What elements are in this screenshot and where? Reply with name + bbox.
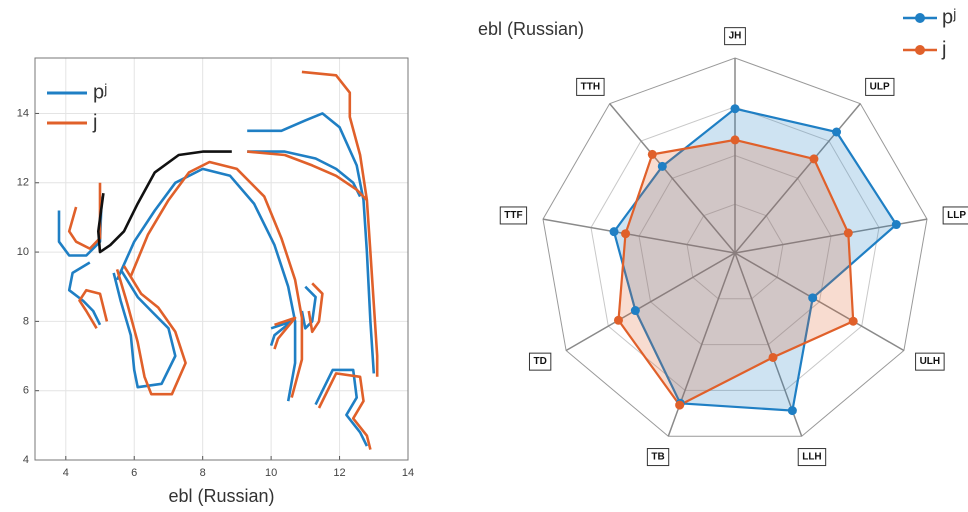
category-label-group: LLH — [797, 448, 827, 467]
category-label-group: ULP — [865, 77, 895, 96]
legend-label: pʲ — [942, 6, 956, 28]
y-tick-label: 10 — [17, 246, 29, 258]
radar-area — [617, 138, 855, 407]
x-tick-label: 6 — [131, 467, 137, 479]
category-label: TB — [651, 452, 664, 463]
category-label-box — [797, 448, 827, 467]
radar-point — [843, 228, 853, 238]
spoke — [734, 103, 861, 254]
radar-point — [891, 220, 901, 230]
category-label-box — [528, 352, 552, 371]
radar-point — [675, 400, 685, 410]
x-tick-label: 10 — [265, 467, 277, 479]
category-label-box — [724, 27, 746, 46]
radar-point — [647, 149, 657, 159]
contour-line — [97, 150, 232, 254]
category-label-group: LLP — [942, 206, 968, 225]
category-label: JH — [729, 31, 742, 42]
x-tick-label: 12 — [333, 467, 345, 479]
legend-marker — [915, 45, 925, 55]
category-label: LLH — [802, 452, 821, 463]
plot-area — [35, 58, 408, 460]
radar-point — [630, 306, 640, 316]
y-tick-label: 6 — [23, 385, 29, 397]
legend-label: pʲ — [93, 81, 107, 103]
spoke — [734, 252, 803, 437]
y-tick-label: 4 — [23, 454, 29, 466]
category-label-group: TB — [646, 448, 670, 467]
radar-point — [657, 161, 667, 171]
x-axis-label: ebl (Russian) — [168, 486, 274, 506]
category-label-box — [499, 206, 528, 225]
spoke — [734, 252, 905, 352]
grid-ring — [686, 203, 784, 300]
category-label: ULH — [920, 356, 941, 367]
category-label-box — [942, 206, 968, 225]
radar-point — [609, 227, 619, 237]
category-label-box — [915, 352, 945, 371]
legend-label: j — [941, 38, 946, 60]
grid-ring — [542, 57, 928, 437]
grid-ring — [638, 154, 832, 346]
legend-marker — [915, 13, 925, 23]
category-label: TTF — [504, 210, 522, 221]
radar-point — [768, 352, 778, 362]
category-label: ULP — [870, 81, 890, 92]
category-label-box — [646, 448, 670, 467]
spoke — [609, 103, 736, 254]
category-label-group: JH — [724, 27, 746, 46]
radar-point — [730, 135, 740, 145]
category-label: TTH — [581, 81, 600, 92]
category-label-group: TTF — [499, 206, 528, 225]
contour-line — [67, 70, 379, 450]
category-label-group: TD — [528, 352, 552, 371]
category-label: TD — [533, 356, 546, 367]
spoke — [565, 252, 736, 352]
spoke — [542, 218, 736, 254]
grid-ring — [590, 106, 880, 391]
radar-point — [808, 293, 818, 303]
x-tick-label: 14 — [402, 467, 414, 479]
category-label: LLP — [947, 210, 966, 221]
legend-label: j — [92, 111, 97, 133]
y-tick-label: 8 — [23, 315, 29, 327]
category-label-group: TTH — [576, 77, 605, 96]
radar-point — [848, 316, 858, 326]
chart-title: ebl (Russian) — [478, 19, 584, 39]
radar-point — [832, 127, 842, 137]
category-label-box — [865, 77, 895, 96]
contour-line — [57, 112, 376, 447]
x-tick-label: 8 — [200, 467, 206, 479]
y-tick-label: 14 — [17, 107, 29, 119]
radar-point — [621, 229, 631, 239]
y-tick-label: 12 — [17, 177, 29, 189]
category-label-group: ULH — [915, 352, 945, 371]
radar-point — [787, 406, 797, 416]
axes-box — [34, 57, 409, 461]
radar-point — [809, 154, 819, 164]
x-tick-label: 4 — [63, 467, 69, 479]
radar-point — [613, 315, 623, 325]
category-label-box — [576, 77, 605, 96]
radar-point — [730, 104, 740, 114]
